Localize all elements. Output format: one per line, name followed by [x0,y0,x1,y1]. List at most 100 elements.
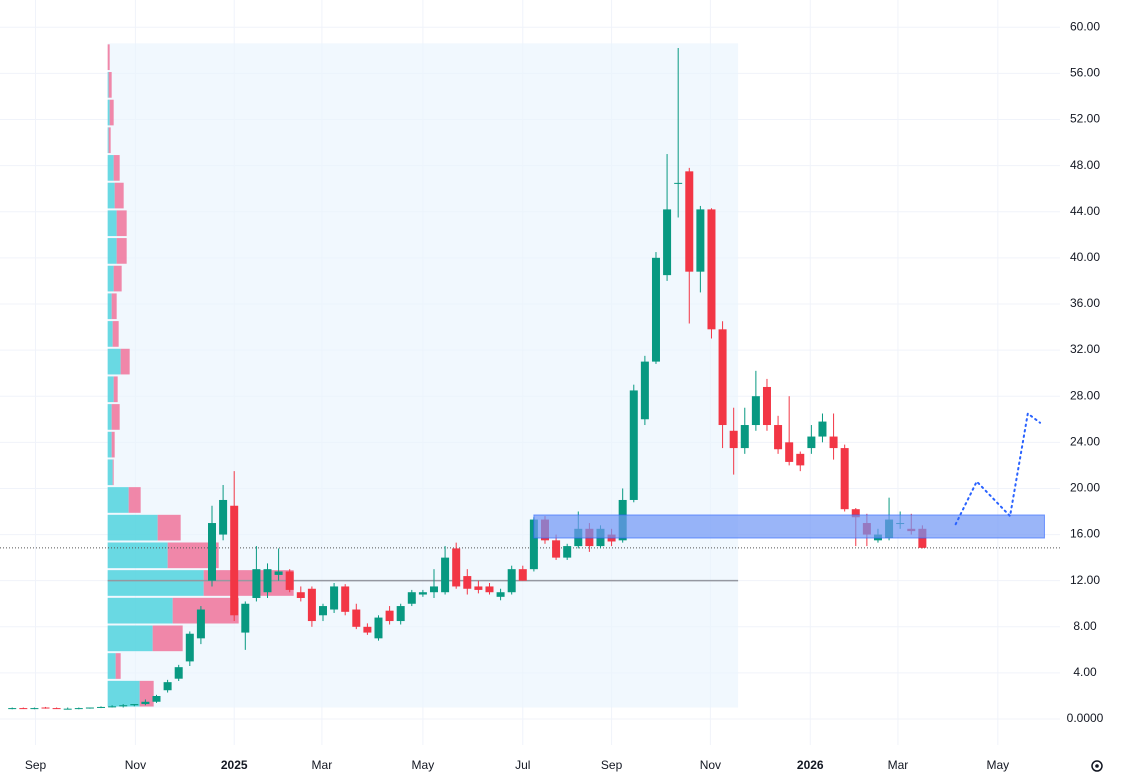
candle-body [807,436,816,449]
profile-up [107,348,121,375]
profile-down [114,182,124,209]
candle-body [829,436,838,449]
candle-body [318,606,327,616]
profile-up [107,72,109,98]
profile-down [113,265,122,292]
candle-body [241,603,250,633]
zone [533,514,1045,539]
candle-body [529,519,538,570]
profile-down [172,597,239,624]
profile-up [107,127,109,154]
candle-body [141,701,150,705]
profile-down [120,348,130,375]
profile-up [107,321,113,347]
candle-body [674,182,683,184]
candle-body [252,569,261,598]
profile-down [157,514,181,541]
profile-down [139,680,154,707]
x-tick-label: 2025 [221,758,248,772]
candle-body [85,707,94,709]
profile-up [107,182,115,209]
candle-body [418,592,427,595]
candle-body [396,606,405,622]
candle-body [441,557,450,593]
profile-down [108,72,112,98]
candle-body [463,576,472,589]
candle-body [19,708,28,710]
candle-body [518,569,527,581]
candle-body [374,617,383,639]
x-tick-label: Jul [515,758,530,772]
candle-body [285,571,294,590]
profile-up [107,597,173,624]
profile-up [107,570,204,596]
candle-body [496,592,505,597]
profile-up [107,487,129,513]
candle-body [108,706,117,708]
candle-body [429,586,438,593]
profile-up [107,265,114,292]
profile-down [152,625,183,652]
candle-body [208,523,216,581]
candle-body [341,586,350,612]
candle-body [552,540,561,558]
profile-up [107,155,114,181]
y-tick-label: 52.00 [1070,112,1100,126]
y-tick-label: 8.00 [1073,619,1097,633]
candle-body [751,396,760,426]
candle-body [330,586,339,610]
candle-body [219,499,228,535]
candle-body [385,610,394,622]
candle-body [130,704,139,706]
candle-body [41,707,50,709]
candle-body [629,390,638,500]
candle-body [452,548,461,587]
y-tick-label: 28.00 [1070,388,1100,402]
profile-down [109,99,114,126]
profile-down [111,293,117,320]
projection [954,411,1042,526]
profile-down [112,321,119,347]
profile-down [112,459,114,486]
candle-body [785,442,794,462]
candle-body [563,546,572,558]
y-tick-label: 40.00 [1070,250,1100,264]
candle-body [851,509,860,518]
candle-body [474,586,483,590]
y-tick-label: 32.00 [1070,342,1100,356]
profile-down [108,127,111,154]
y-tick-label: 44.00 [1070,204,1100,218]
y-tick-label: 0.0000 [1067,711,1104,725]
y-tick-label: 60.00 [1070,19,1100,33]
profile-up [107,542,168,569]
y-tick-label: 4.00 [1073,665,1097,679]
profile-down [111,431,115,458]
x-tick-label: May [412,758,435,772]
profile-down [115,653,121,679]
candle-body [840,448,849,510]
candle-body [74,708,83,710]
settings-icon[interactable] [1091,760,1103,772]
candle-body [718,329,727,426]
profile-up [107,99,110,126]
profile-down [128,487,141,513]
profile-up [107,431,112,458]
profile-up [107,459,113,486]
x-tick-label: Mar [888,758,909,772]
y-tick-label: 16.00 [1070,527,1100,541]
profile-up [107,653,116,679]
profile-up [107,514,158,541]
x-tick-label: Nov [125,758,146,772]
y-tick-label: 24.00 [1070,434,1100,448]
candle-body [485,586,494,593]
profile-up [107,376,114,403]
y-tick-label: 48.00 [1070,158,1100,172]
y-tick-label: 36.00 [1070,296,1100,310]
profile-down [111,404,120,430]
candle-body [818,421,827,437]
profile-down [113,376,118,403]
profile-up [107,238,117,264]
profile-down [116,238,127,264]
